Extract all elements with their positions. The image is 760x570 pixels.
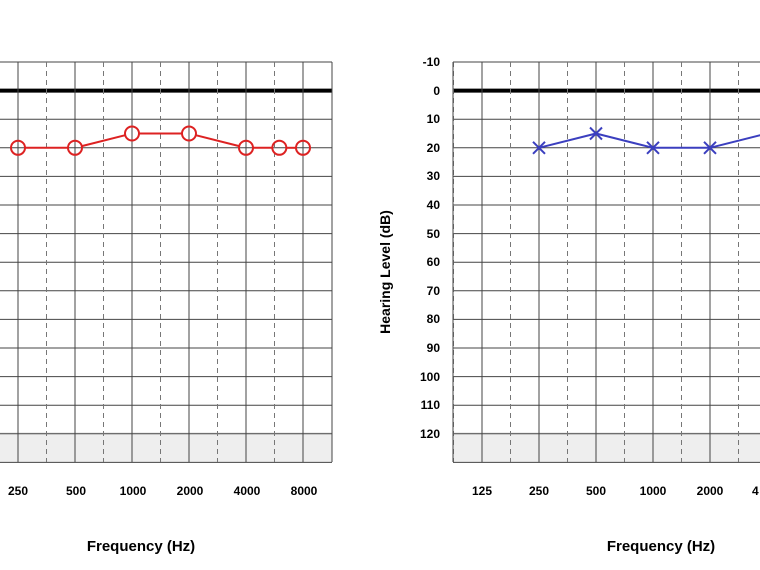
data-point-x [703,141,717,155]
data-point-circle [238,139,254,156]
y-tick-label: 90 [427,341,441,355]
data-point-circle [295,139,311,156]
y-tick-label: 70 [427,284,441,298]
series-segment [195,134,240,148]
series-segment [538,132,597,149]
y-tick-label: 20 [427,141,441,155]
y-tick-labels: -10 0 10 20 30 40 50 60 70 80 90 100 110… [420,55,440,441]
data-point-x [589,126,603,141]
shaded-region [0,432,332,462]
x-tick-label: 2000 [697,484,724,498]
series-segment [595,132,654,149]
y-tick-label: 120 [420,427,440,441]
data-point-circle [124,125,140,142]
x-axis-label: Frequency (Hz) [607,538,715,555]
data-point-x [532,141,546,155]
series-markers [10,125,311,156]
x-tick-label: 1000 [120,484,147,498]
y-tick-label: 110 [421,398,441,412]
series-segment [81,134,126,148]
x-tick-label: 2000 [177,484,204,498]
series-line [25,132,296,149]
x-tick-labels: 125 250 500 1000 2000 4 [472,484,759,498]
x-tick-label: 250 [529,484,549,498]
y-axis-label: Hearing Level (dB) [377,210,393,334]
x-tick-label: 1000 [640,484,667,498]
x-tick-label: 500 [586,484,606,498]
x-tick-label: 8000 [291,484,318,498]
data-point-circle [10,139,26,156]
y-tick-label: 60 [427,255,441,269]
y-tick-label: 50 [427,227,441,241]
shaded-region [453,432,760,462]
x-tick-label: 250 [8,484,28,498]
series-line [538,132,760,149]
x-tick-label: 500 [66,484,86,498]
y-tick-label: 10 [427,112,441,126]
y-tick-label: 0 [433,84,440,98]
y-tick-label: 40 [427,198,441,212]
y-tick-label: 30 [427,169,441,183]
grid [0,61,333,463]
y-tick-label: -10 [423,55,441,69]
right-ear-audiogram: 250 500 1000 2000 4000 8000 Frequency (H… [0,61,333,555]
data-point-circle [67,139,83,156]
grid [452,61,760,463]
x-tick-label: 4000 [234,484,261,498]
left-ear-audiogram: -10 0 10 20 30 40 50 60 70 80 90 100 110… [377,55,760,555]
y-tick-label: 80 [427,312,441,326]
series-segment [709,134,760,149]
series-markers [532,126,717,155]
data-point-x [646,141,660,155]
x-tick-label: 4 [752,484,759,498]
data-point-circle [181,125,197,142]
x-tick-labels: 250 500 1000 2000 4000 8000 [8,484,318,498]
x-tick-label: 125 [472,484,492,498]
data-point-circle [271,139,288,156]
x-axis-label: Frequency (Hz) [87,538,195,555]
y-tick-label: 100 [420,370,440,384]
